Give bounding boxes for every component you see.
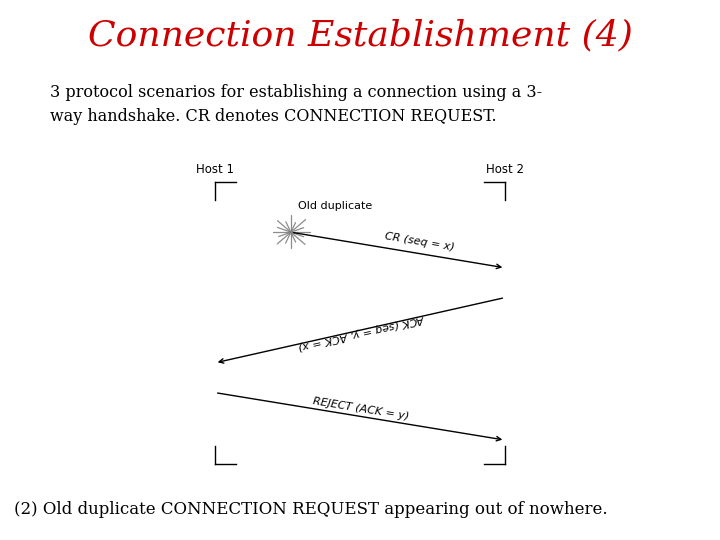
Text: ACK (seq = y, ACK = x): ACK (seq = y, ACK = x) bbox=[297, 313, 426, 351]
Text: 3 protocol scenarios for establishing a connection using a 3-: 3 protocol scenarios for establishing a … bbox=[50, 84, 543, 100]
Text: Old duplicate: Old duplicate bbox=[298, 201, 372, 211]
Text: Host 2: Host 2 bbox=[486, 163, 524, 176]
Text: Host 1: Host 1 bbox=[196, 163, 234, 176]
Text: REJECT (ACK = y): REJECT (ACK = y) bbox=[312, 396, 410, 421]
Text: CR (seq = x): CR (seq = x) bbox=[384, 232, 455, 253]
Text: (2) Old duplicate CONNECTION REQUEST appearing out of nowhere.: (2) Old duplicate CONNECTION REQUEST app… bbox=[14, 502, 608, 518]
Text: way handshake. CR denotes CONNECTION REQUEST.: way handshake. CR denotes CONNECTION REQ… bbox=[50, 108, 497, 125]
Text: Connection Establishment (4): Connection Establishment (4) bbox=[88, 19, 632, 53]
